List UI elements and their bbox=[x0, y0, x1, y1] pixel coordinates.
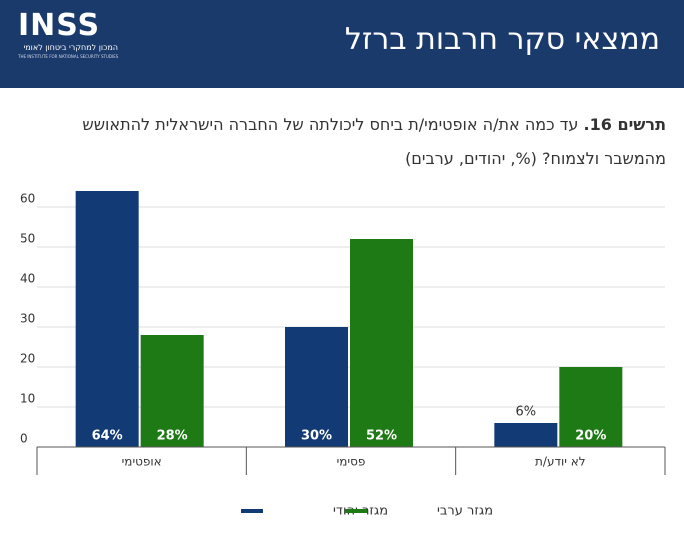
logo-english: THE INSTITUTE FOR NATIONAL SECURITY STUD… bbox=[18, 54, 119, 59]
logo-subtitle: המכון למחקרי ביטחון לאומי bbox=[23, 43, 118, 52]
header-title: ממצאי סקר חרבות ברזל bbox=[344, 22, 660, 57]
y-tick-label: 0 bbox=[20, 432, 28, 446]
y-tick-label: 60 bbox=[20, 192, 35, 206]
value-label: 6% bbox=[516, 405, 537, 420]
y-tick-label: 30 bbox=[20, 312, 35, 326]
chart-title: עד כמה את/ה אופטימי/ת ביחס ליכולתה של הח… bbox=[82, 115, 666, 168]
value-label: 30% bbox=[301, 429, 332, 444]
value-label: 28% bbox=[157, 429, 188, 444]
question: תרשים 16. עד כמה את/ה אופטימי/ת ביחס ליכ… bbox=[66, 108, 666, 176]
bar bbox=[494, 423, 558, 447]
y-tick-label: 40 bbox=[20, 272, 35, 286]
value-label: 20% bbox=[575, 429, 606, 444]
bar bbox=[75, 191, 139, 447]
chart-number: תרשים 16. bbox=[583, 115, 666, 134]
y-tick-label: 20 bbox=[20, 352, 35, 366]
legend-label: מגזר ערבי bbox=[437, 504, 493, 519]
bar bbox=[350, 239, 413, 447]
header: INSS המכון למחקרי ביטחון לאומי THE INSTI… bbox=[0, 0, 684, 88]
logo: INSS bbox=[18, 8, 101, 43]
y-tick-label: 10 bbox=[20, 392, 35, 406]
value-label: 52% bbox=[366, 429, 397, 444]
x-tick-label: פסימי bbox=[337, 455, 366, 469]
value-label: 64% bbox=[92, 429, 123, 444]
bar bbox=[559, 367, 623, 447]
bar bbox=[140, 335, 204, 447]
x-tick-label: אופטימי bbox=[122, 455, 162, 469]
y-tick-label: 50 bbox=[20, 232, 35, 246]
bar bbox=[285, 327, 348, 447]
x-tick-label: לא יודע/ת bbox=[535, 455, 586, 469]
